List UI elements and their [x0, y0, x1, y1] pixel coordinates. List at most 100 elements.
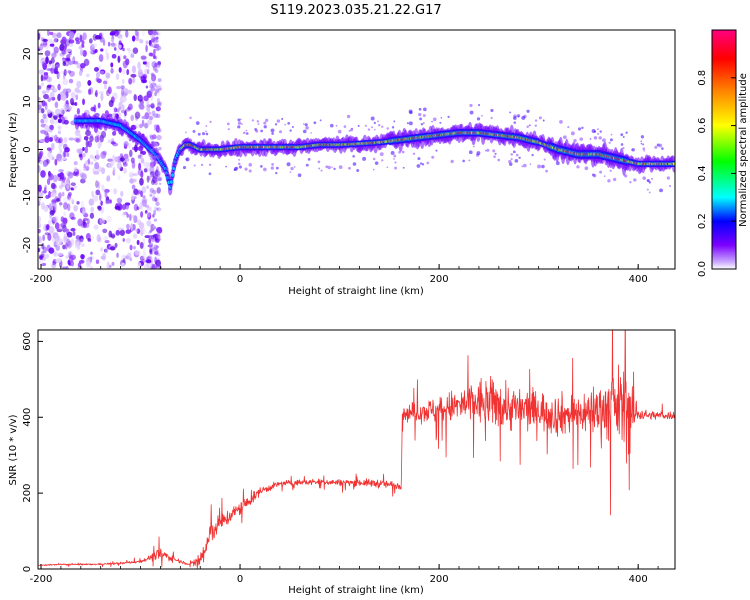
spectrogram-noise-cell	[149, 194, 153, 197]
spectrogram-noise-cell	[130, 223, 134, 232]
spectrogram-noise-cell	[143, 263, 150, 269]
spectrogram-noise-cell	[60, 181, 67, 188]
spectrogram-noise-cell	[105, 48, 108, 55]
spectrogram-noise-cell	[112, 42, 117, 49]
spectrogram-noise-cell	[109, 199, 112, 204]
spectrogram-noise-cell	[140, 227, 146, 234]
spectrogram-noise-cell	[152, 45, 156, 49]
spectrogram-noise-cell	[129, 213, 132, 222]
spectrogram-noise-cell	[65, 48, 72, 52]
spectrogram-noise-cell	[107, 163, 111, 168]
spectrogram-sidelobe-cell	[468, 150, 473, 155]
spectrogram-noise-cell	[150, 148, 155, 153]
spectrogram-noise-cell	[133, 215, 138, 224]
spectrogram-noise-cell	[113, 47, 117, 51]
spectrogram-noise-cell	[155, 234, 161, 240]
spectrogram-noise-cell	[121, 211, 127, 217]
spectrogram-sidelobe-cell	[584, 166, 589, 171]
spectrogram-noise-cell	[146, 185, 149, 189]
spectrogram-sidelobe-cell	[331, 166, 333, 169]
snr-y-tick-label: 600	[22, 332, 33, 351]
spectrogram-sidelobe-cell	[486, 148, 490, 152]
spectrogram-noise-cell	[119, 54, 123, 59]
spectrogram-noise-cell	[41, 242, 45, 250]
spectrogram-sidelobe-cell	[393, 157, 395, 160]
spectrogram-sidelobe-cell	[394, 166, 398, 170]
spectrogram-sidelobe-cell	[481, 114, 483, 117]
spectrogram-noise-cell	[40, 50, 43, 54]
spectrogram-sidelobe-cell	[576, 165, 580, 169]
spectrogram-sidelobe-cell	[338, 165, 343, 169]
spectrogram-sidelobe-cell	[589, 138, 592, 140]
spectrogram-sidelobe-cell	[185, 131, 187, 134]
spectrogram-noise-cell	[44, 124, 49, 133]
spectrogram-noise-cell	[82, 32, 87, 41]
spectrogram-noise-cell	[52, 114, 58, 120]
spectrogram-sidelobe-cell	[643, 149, 646, 152]
spectrogram-noise-cell	[143, 168, 148, 173]
spectrogram-noise-cell	[95, 259, 100, 264]
spectrogram-noise-cell	[106, 52, 110, 61]
spectrogram-noise-cell	[144, 204, 150, 208]
spectrogram-noise-cell	[139, 241, 144, 249]
spectrogram-sidelobe-cell	[469, 110, 474, 115]
spectrogram-noise-cell	[45, 253, 50, 259]
spectrogram-noise-cell	[112, 154, 116, 162]
spectrogram-noise-cell	[118, 67, 122, 73]
spectrogram-noise-cell	[66, 58, 70, 62]
spectrogram-noise-cell	[63, 150, 66, 159]
spectrogram-noise-cell	[66, 54, 71, 58]
spectrogram-noise-cell	[74, 87, 80, 93]
spectrogram-sidelobe-cell	[609, 169, 612, 172]
spectrogram-noise-cell	[115, 85, 122, 90]
spectrogram-sidelobe-cell	[493, 155, 496, 158]
spectrogram-noise-cell	[87, 88, 92, 95]
spectrogram-noise-cell	[82, 221, 87, 228]
spectrogram-noise-cell	[38, 157, 41, 163]
colorbar-title: Normalized spectral amplitude	[738, 73, 749, 227]
spectrogram-noise-cell	[66, 240, 72, 249]
spectrogram-noise-cell	[110, 42, 116, 47]
spectrogram-x-tick-label: 0	[237, 274, 243, 285]
spectrogram-noise-cell	[38, 152, 43, 159]
spectrogram-noise-cell	[77, 149, 83, 154]
spectrogram-sidelobe-cell	[335, 124, 338, 127]
spectrogram-noise-cell	[149, 135, 155, 141]
spectrogram-noise-cell	[100, 200, 103, 206]
spectrogram-noise-cell	[69, 31, 75, 40]
spectrogram-sidelobe-cell	[661, 147, 664, 150]
spectrogram-noise-cell	[98, 237, 103, 243]
spectrogram-sidelobe-cell	[529, 163, 532, 166]
spectrogram-sidelobe-cell	[517, 115, 520, 118]
spectrogram-panel: -200 0 200 400 20 10 0 -10 -20 Height of straigh…	[8, 29, 676, 297]
spectrogram-noise-cell	[44, 101, 48, 107]
spectrogram-noise-cell	[93, 224, 99, 230]
colorbar-tick-label: 0.6	[697, 118, 708, 134]
spectrogram-sidelobe-cell	[513, 121, 517, 124]
spectrogram-noise-cell	[99, 70, 105, 74]
spectrogram-noise-cell	[131, 161, 136, 169]
spectrogram-noise-cell	[40, 82, 45, 87]
spectrogram-sidelobe-cell	[352, 155, 355, 158]
spectrogram-noise-cell	[126, 213, 130, 218]
spectrogram-noise-cell	[38, 248, 41, 253]
spectrogram-noise-cell	[83, 213, 89, 218]
spectrogram-sidelobe-cell	[185, 157, 190, 162]
spectrogram-noise-cell	[89, 134, 94, 139]
spectrogram-sidelobe-cell	[348, 166, 351, 170]
spectrogram-noise-cell	[52, 50, 59, 56]
spectrogram-noise-cell	[120, 85, 125, 90]
spectrogram-noise-cell	[82, 98, 85, 106]
spectrogram-noise-cell	[130, 193, 135, 201]
spectrogram-noise-cell	[95, 180, 99, 188]
spectrogram-noise-cell	[110, 67, 114, 74]
spectrogram-sidelobe-cell	[391, 126, 395, 129]
spectrogram-noise-cell	[71, 102, 76, 106]
spectrogram-noise-cell	[151, 172, 155, 176]
spectrogram-sidelobe-cell	[390, 151, 395, 155]
spectrogram-noise-cell	[47, 219, 53, 226]
spectrogram-noise-cell	[87, 158, 91, 165]
spectrogram-sidelobe-cell	[669, 185, 672, 188]
spectrogram-sidelobe-cell	[629, 181, 632, 184]
spectrogram-noise-cell	[41, 262, 47, 267]
